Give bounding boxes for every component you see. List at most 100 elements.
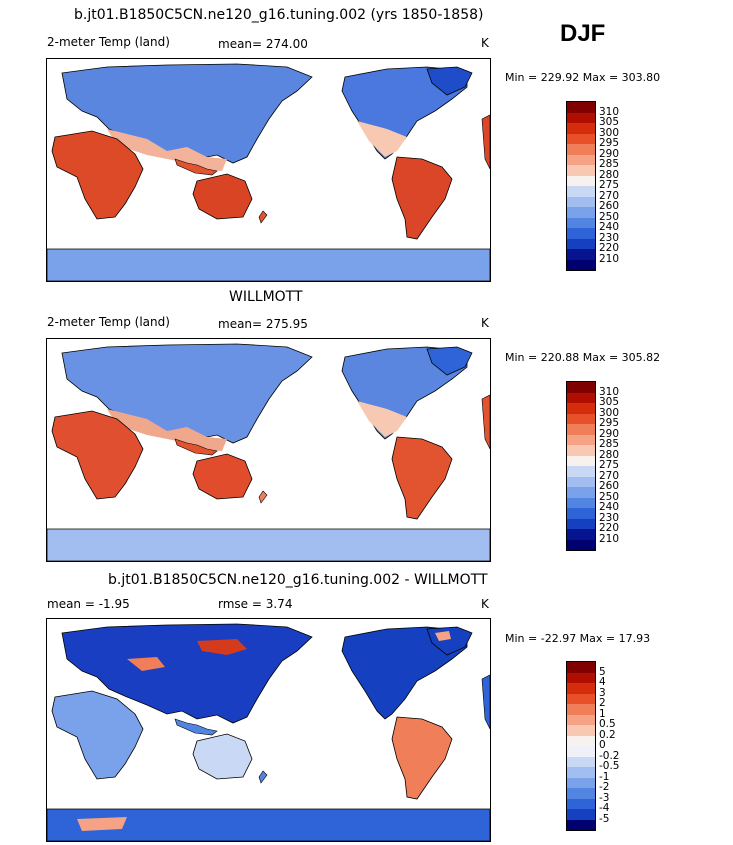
australia-landmass (192, 733, 253, 780)
eurasia-landmass (61, 343, 313, 444)
colorbar-swatch (567, 382, 595, 393)
map-canvas (47, 343, 490, 561)
colorbar-tick-label: 4 (599, 676, 606, 688)
colorbar-tick-label: -4 (599, 802, 610, 814)
colorbar-swatch (567, 746, 595, 757)
colorbar-swatch (567, 217, 595, 228)
colorbar-swatch (567, 207, 595, 218)
variable-label: 2-meter Temp (land) (47, 35, 170, 49)
colorbar-swatch (567, 123, 595, 134)
colorbar-tick-label: 275 (599, 459, 620, 471)
australia-landmass (192, 173, 253, 220)
season-label: DJF (560, 20, 606, 47)
greenland (426, 66, 473, 96)
colorbar-tick-label: 0 (599, 739, 606, 751)
colorbar-swatch (567, 249, 595, 260)
colorbar-tick-label: -3 (599, 791, 610, 804)
colorbar-tick-label: 300 (599, 406, 620, 419)
alaska-edge (481, 674, 490, 730)
antarctica (47, 808, 490, 841)
colorbar-tick-label: 240 (599, 221, 620, 233)
colorbar-tick-label: 250 (599, 490, 620, 503)
north-america-south-warm (357, 121, 407, 157)
eurasia-warm-patch (127, 657, 165, 671)
colorbar-tick-label: 0.5 (599, 718, 616, 730)
min-max-label: Min = 229.92 Max = 303.80 (505, 71, 661, 84)
antarctica (47, 248, 490, 281)
eurasia-south-warm (107, 409, 227, 451)
colorbar-tick-label: 5 (599, 665, 606, 678)
alaska-edge (481, 114, 490, 170)
colorbar-tick-label: 220 (599, 242, 620, 254)
indonesia-islands (174, 158, 218, 176)
map-observation (46, 338, 491, 562)
colorbar-swatch (567, 144, 595, 155)
colorbar-swatch (567, 175, 595, 186)
colorbar-swatch (567, 259, 595, 270)
colorbar-swatches (566, 101, 596, 271)
colorbar-swatch (567, 112, 595, 123)
colorbar-swatch (567, 714, 595, 725)
alaska-edge (481, 394, 490, 450)
colorbar-tick-label: -5 (599, 812, 610, 825)
colorbar-swatch (567, 529, 595, 540)
colorbar-tick-label: 210 (599, 252, 620, 265)
colorbar-tick-label: 260 (599, 480, 620, 492)
colorbar-swatch (567, 725, 595, 736)
new-zealand (258, 210, 268, 224)
north-america-south-warm (357, 401, 407, 437)
min-max-label: Min = 220.88 Max = 305.82 (505, 351, 661, 364)
colorbar-swatch (567, 777, 595, 788)
colorbar-swatch (567, 518, 595, 529)
colorbar-swatch (567, 735, 595, 746)
min-max-label: Min = -22.97 Max = 17.93 (505, 632, 651, 645)
units-label: K (481, 36, 489, 50)
colorbar-swatch (567, 809, 595, 820)
colorbar-tick-label: 280 (599, 168, 620, 181)
colorbar-swatch (567, 683, 595, 694)
colorbar-swatch (567, 693, 595, 704)
greenland (426, 346, 473, 376)
map-canvas (47, 623, 490, 841)
colorbar-tick-label: 2 (599, 697, 606, 709)
colorbar-tick-label: 3 (599, 686, 606, 699)
colorbar-tick-label: 270 (599, 189, 620, 202)
south-america-landmass (391, 156, 453, 240)
map-canvas (47, 63, 490, 281)
units-label: K (481, 597, 489, 611)
colorbar-tick-label: 305 (599, 116, 620, 128)
colorbar-swatch (567, 756, 595, 767)
colorbar-tick-label: 275 (599, 179, 620, 191)
eurasia-landmass (61, 623, 313, 724)
mean-label: mean = -1.95 (47, 597, 130, 611)
colorbar-tick-label: 0.2 (599, 728, 616, 741)
colorbar-swatch (567, 392, 595, 403)
colorbar-swatch (567, 133, 595, 144)
colorbar-tick-label: 290 (599, 147, 620, 160)
eurasia-south-warm (107, 129, 227, 171)
mean-label: mean= 274.00 (218, 37, 308, 51)
colorbar-swatch (567, 403, 595, 414)
new-zealand (258, 490, 268, 504)
colorbar-tick-label: 250 (599, 210, 620, 223)
colorbar-tick-label: -1 (599, 770, 610, 783)
africa-landmass (51, 410, 144, 500)
eurasia-landmass (61, 63, 313, 164)
colorbar-swatch (567, 798, 595, 809)
map-model (46, 58, 491, 282)
indonesia-islands (174, 718, 218, 736)
colorbar-tick-label: 280 (599, 448, 620, 461)
colorbar-tick-label: 310 (599, 385, 620, 398)
colorbar-tick-label: 230 (599, 231, 620, 244)
colorbar-tick-label: 240 (599, 501, 620, 513)
colorbar-tick-label: 270 (599, 469, 620, 482)
colorbar-swatch (567, 196, 595, 207)
south-america-landmass (391, 716, 453, 800)
colorbar-swatch (567, 704, 595, 715)
new-zealand (258, 770, 268, 784)
colorbar-swatch (567, 102, 595, 113)
indonesia-islands (174, 438, 218, 456)
colorbar-swatch (567, 238, 595, 249)
panel-title: WILLMOTT (229, 289, 303, 305)
colorbar-swatch (567, 455, 595, 466)
